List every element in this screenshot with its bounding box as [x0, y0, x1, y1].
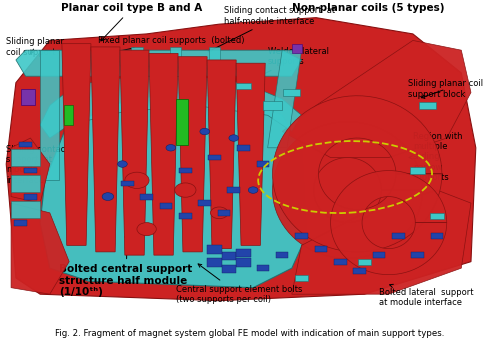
Polygon shape [149, 53, 178, 255]
Bar [20, 141, 32, 148]
Text: Fig. 2. Fragment of magnet system global FE model with indication of main suppor: Fig. 2. Fragment of magnet system global… [56, 329, 444, 338]
Bar [160, 203, 172, 209]
Bar [236, 249, 250, 257]
Text: Sliding planar
coil support: Sliding planar coil support [6, 37, 64, 56]
Bar [372, 252, 386, 258]
Polygon shape [170, 47, 181, 76]
Polygon shape [11, 175, 40, 192]
Bar [228, 187, 240, 193]
Bar [358, 259, 371, 265]
Polygon shape [6, 18, 476, 301]
Text: Sliding contact
support  at
module
interface: Sliding contact support at module interf… [6, 144, 68, 185]
Polygon shape [11, 203, 69, 294]
Bar [431, 233, 444, 239]
Polygon shape [268, 50, 302, 148]
Text: Fixed planar coil supports  (bolted): Fixed planar coil supports (bolted) [98, 36, 244, 54]
Bar [179, 213, 192, 219]
Bar [207, 258, 222, 267]
Circle shape [210, 207, 228, 219]
Polygon shape [62, 44, 91, 245]
Bar [284, 89, 300, 96]
Bar [263, 101, 282, 109]
Polygon shape [40, 92, 306, 288]
Bar [207, 245, 222, 254]
Polygon shape [40, 50, 60, 180]
Bar [292, 44, 302, 53]
Text: Sliding contact support  at
half-module interface: Sliding contact support at half-module i… [208, 6, 335, 52]
Polygon shape [11, 138, 50, 203]
Bar [410, 167, 425, 174]
Bar [412, 252, 424, 258]
Text: Bolted lateral  support
at module interface: Bolted lateral support at module interfa… [379, 284, 474, 307]
Bar [256, 265, 269, 271]
Bar [222, 265, 236, 273]
Circle shape [174, 183, 196, 197]
Polygon shape [272, 122, 422, 258]
Bar [64, 105, 73, 125]
Circle shape [248, 187, 258, 193]
Bar [218, 210, 230, 216]
Polygon shape [92, 47, 104, 76]
Text: Bolted central support
structure half module
(1/10ᵗʰ): Bolted central support structure half mo… [60, 233, 192, 298]
Polygon shape [282, 40, 471, 157]
Bar [24, 168, 36, 173]
Circle shape [102, 193, 114, 201]
Bar [21, 89, 35, 105]
Polygon shape [11, 149, 40, 166]
Bar [222, 252, 236, 260]
Circle shape [200, 128, 209, 135]
Polygon shape [120, 50, 149, 255]
Circle shape [125, 172, 149, 188]
Polygon shape [272, 96, 442, 252]
Polygon shape [91, 47, 120, 252]
Polygon shape [330, 171, 447, 275]
Polygon shape [207, 60, 236, 249]
Text: Planar coil type B and A: Planar coil type B and A [62, 3, 202, 41]
Polygon shape [131, 47, 142, 76]
Text: Welded lateral
supports: Welded lateral supports [256, 47, 328, 78]
Bar [237, 145, 250, 151]
Text: Region with
multiple
sliding
narrow
supports: Region with multiple sliding narrow supp… [409, 132, 463, 182]
Bar [334, 259, 346, 265]
Circle shape [166, 144, 175, 151]
Polygon shape [292, 190, 471, 294]
Bar [314, 246, 327, 252]
Bar [14, 220, 27, 225]
Polygon shape [11, 202, 40, 218]
Bar [121, 181, 134, 187]
Circle shape [229, 135, 238, 141]
Bar [392, 233, 404, 239]
Bar [354, 269, 366, 274]
Bar [430, 213, 444, 219]
Bar [176, 99, 188, 144]
Bar [236, 83, 250, 89]
Text: Sliding planar coil
support block: Sliding planar coil support block [408, 80, 483, 99]
Bar [256, 161, 269, 167]
Polygon shape [40, 73, 302, 138]
Polygon shape [208, 47, 220, 76]
Text: Non-planar coils (5 types): Non-planar coils (5 types) [292, 3, 444, 13]
Polygon shape [236, 63, 265, 245]
Bar [140, 194, 153, 200]
Circle shape [137, 223, 156, 236]
Polygon shape [178, 57, 207, 252]
Bar [198, 200, 211, 206]
Bar [236, 258, 250, 267]
Bar [208, 155, 220, 160]
Polygon shape [16, 50, 302, 76]
Bar [179, 168, 192, 173]
Bar [24, 194, 36, 200]
Circle shape [118, 161, 128, 167]
Bar [276, 252, 288, 258]
Bar [296, 275, 308, 280]
Text: Central support element bolts
(two supports per coil): Central support element bolts (two suppo… [176, 264, 302, 304]
Bar [419, 102, 436, 109]
Bar [295, 233, 308, 239]
